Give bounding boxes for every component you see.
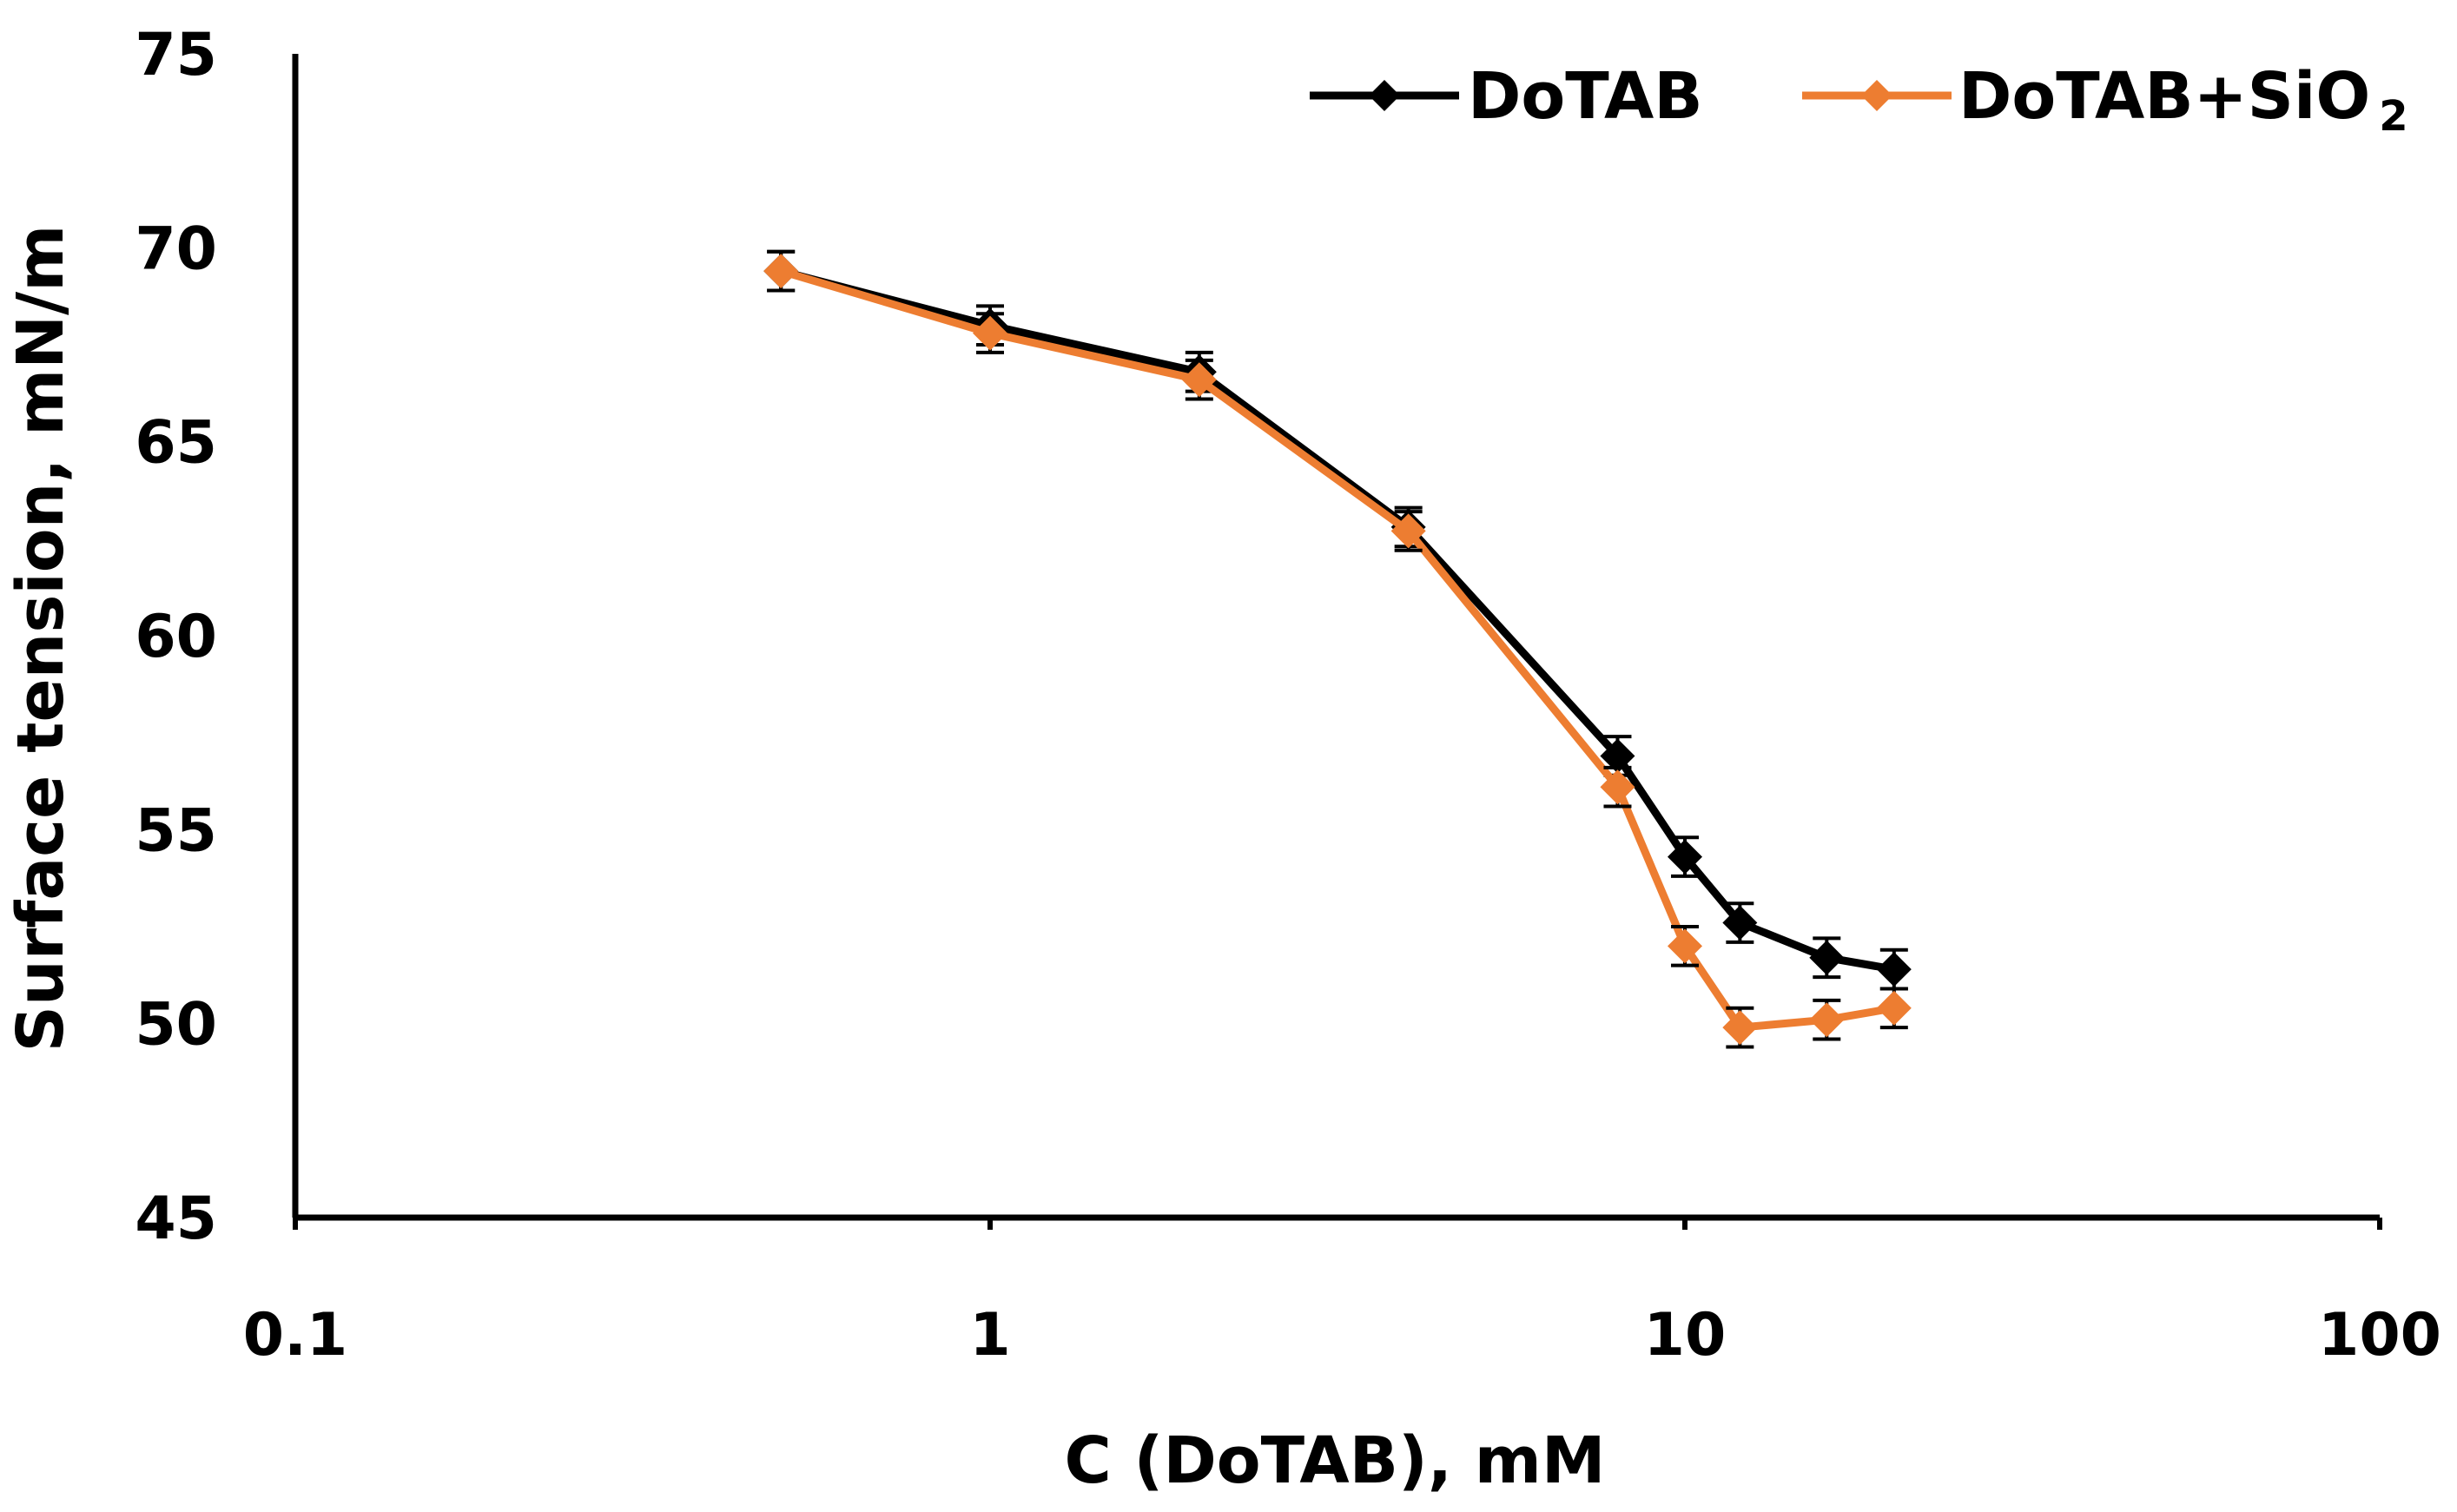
y-tick-label: 75 bbox=[135, 21, 217, 89]
y-tick-label: 50 bbox=[135, 991, 217, 1060]
x-axis-title: C (DoTAB), mM bbox=[1064, 1423, 1605, 1498]
y-tick-label: 65 bbox=[135, 409, 217, 478]
data-point bbox=[1722, 1010, 1758, 1046]
legend-marker-dotab-sio2 bbox=[1861, 80, 1892, 111]
series-layer bbox=[763, 249, 1912, 1049]
data-point bbox=[1876, 990, 1912, 1026]
y-tick-label: 60 bbox=[135, 603, 217, 671]
y-tick-label: 70 bbox=[135, 215, 217, 283]
data-point bbox=[1809, 940, 1845, 975]
data-point bbox=[1181, 362, 1217, 398]
y-tick-label: 55 bbox=[135, 796, 217, 865]
x-axis-ticks: 0.1 1 10 100 bbox=[243, 1218, 2441, 1370]
data-point bbox=[973, 315, 1007, 351]
legend-label-dotab: DoTAB bbox=[1468, 59, 1703, 134]
series-0 bbox=[763, 249, 1912, 991]
data-point bbox=[1600, 769, 1635, 805]
legend: DoTAB DoTAB+SiO 2 bbox=[1310, 59, 2408, 141]
data-point bbox=[763, 254, 799, 289]
data-point bbox=[1876, 952, 1912, 987]
legend-entry-dotab: DoTAB bbox=[1310, 59, 1703, 134]
legend-label-dotab-sio2-main: DoTAB+SiO bbox=[1958, 59, 2370, 134]
series-1 bbox=[763, 249, 1912, 1049]
data-point bbox=[1722, 905, 1758, 941]
x-tick-label: 1 bbox=[969, 1301, 1010, 1370]
x-tick-label: 100 bbox=[2318, 1301, 2441, 1370]
data-point bbox=[1668, 839, 1702, 875]
y-tick-label: 45 bbox=[135, 1185, 217, 1253]
data-point bbox=[1600, 738, 1635, 774]
legend-marker-dotab bbox=[1369, 80, 1400, 111]
data-point bbox=[1668, 928, 1702, 964]
y-axis-ticks: 45 50 55 60 65 70 75 bbox=[135, 21, 217, 1253]
series-line bbox=[780, 267, 1895, 974]
legend-label-dotab-sio2: DoTAB+SiO 2 bbox=[1958, 59, 2408, 141]
legend-label-dotab-sio2-subscript: 2 bbox=[2379, 92, 2407, 141]
legend-entry-dotab-sio2: DoTAB+SiO 2 bbox=[1802, 59, 2408, 141]
data-point bbox=[1809, 1002, 1845, 1038]
series-line bbox=[779, 267, 1895, 1032]
x-tick-label: 0.1 bbox=[243, 1301, 347, 1370]
data-point bbox=[1390, 513, 1426, 549]
x-tick-label: 10 bbox=[1644, 1301, 1727, 1370]
y-axis-title: Surface tension, mN/m bbox=[3, 225, 78, 1053]
